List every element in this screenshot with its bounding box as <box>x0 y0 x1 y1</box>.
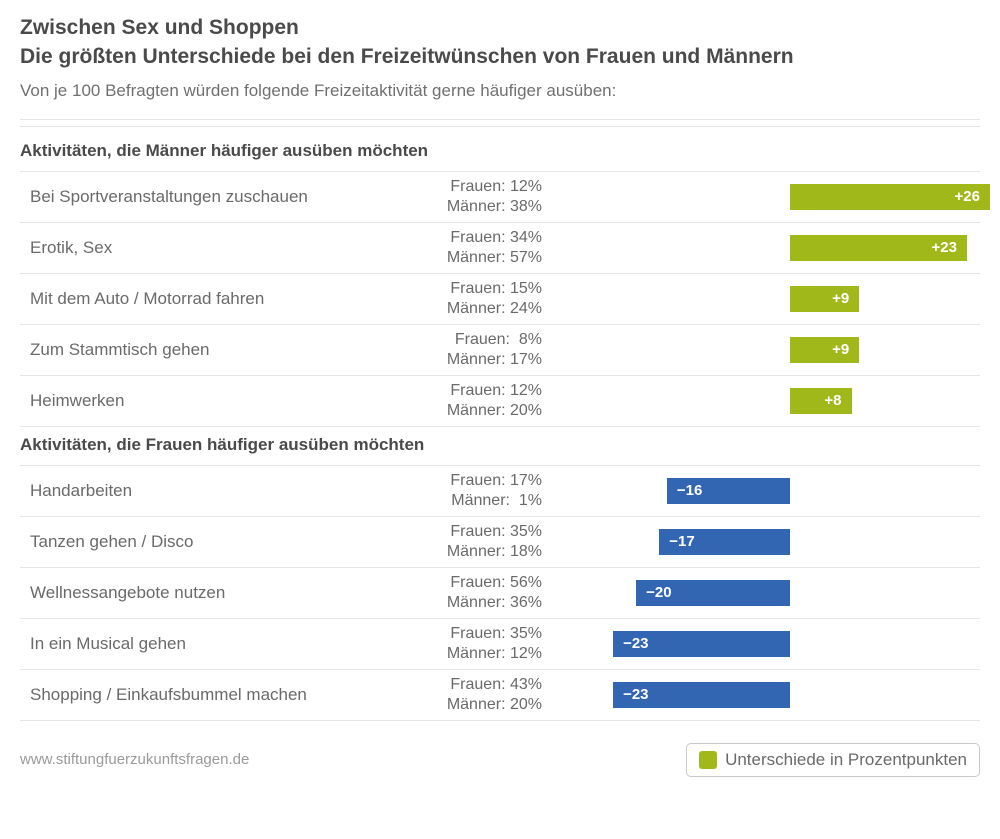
table-row: Bei Sportveranstaltungen zuschauenFrauen… <box>20 171 980 222</box>
activity-label: Erotik, Sex <box>20 238 350 258</box>
activity-label: Mit dem Auto / Motorrad fahren <box>20 289 350 309</box>
table-row: In ein Musical gehenFrauen: 35%Männer: 1… <box>20 618 980 669</box>
legend-swatch <box>699 751 717 769</box>
activity-label: Wellnessangebote nutzen <box>20 583 350 603</box>
table-row: HeimwerkenFrauen: 12%Männer: 20% +8 <box>20 375 980 426</box>
chart-subtitle: Die größten Unterschiede bei den Freizei… <box>20 43 980 70</box>
bar-cell: −17 <box>560 517 980 567</box>
activity-values: Frauen: 35%Männer: 12% <box>350 624 560 664</box>
diff-bar: +8 <box>790 388 852 414</box>
diff-bar: +26 <box>790 184 990 210</box>
legend: Unterschiede in Prozentpunkten <box>686 743 980 777</box>
table-row: Zum Stammtisch gehenFrauen: 8%Männer: 17… <box>20 324 980 375</box>
chart-intro: Von je 100 Befragten würden folgende Fre… <box>20 81 980 101</box>
chart-title: Zwischen Sex und Shoppen <box>20 14 980 41</box>
activity-values: Frauen: 17%Männer: 1% <box>350 471 560 511</box>
diff-bar: −16 <box>667 478 790 504</box>
activity-label: Tanzen gehen / Disco <box>20 532 350 552</box>
activity-label: Shopping / Einkaufsbummel machen <box>20 685 350 705</box>
table-row: HandarbeitenFrauen: 17%Männer: 1% −16 <box>20 465 980 516</box>
activity-label: Heimwerken <box>20 391 350 411</box>
legend-label: Unterschiede in Prozentpunkten <box>725 750 967 770</box>
table-row: Mit dem Auto / Motorrad fahrenFrauen: 15… <box>20 273 980 324</box>
activity-label: Zum Stammtisch gehen <box>20 340 350 360</box>
diff-bar: −17 <box>659 529 790 555</box>
activity-values: Frauen: 34%Männer: 57% <box>350 228 560 268</box>
diff-bar: +9 <box>790 286 859 312</box>
bar-cell: −23 <box>560 670 980 720</box>
source-link: www.stiftungfuerzukunftsfragen.de <box>20 751 249 768</box>
bar-cell: +26 <box>560 172 980 222</box>
diff-bar: −23 <box>613 631 790 657</box>
activity-values: Frauen: 12%Männer: 38% <box>350 177 560 217</box>
activity-values: Frauen: 15%Männer: 24% <box>350 279 560 319</box>
activity-values: Frauen: 43%Männer: 20% <box>350 675 560 715</box>
chart-body: Aktivitäten, die Männer häufiger ausüben… <box>20 133 980 721</box>
table-row: Tanzen gehen / DiscoFrauen: 35%Männer: 1… <box>20 516 980 567</box>
activity-values: Frauen: 12%Männer: 20% <box>350 381 560 421</box>
section-heading: Aktivitäten, die Männer häufiger ausüben… <box>20 133 980 171</box>
activity-values: Frauen: 8%Männer: 17% <box>350 330 560 370</box>
divider <box>20 119 980 127</box>
bar-cell: +23 <box>560 223 980 273</box>
bar-cell: −23 <box>560 619 980 669</box>
diff-bar: −20 <box>636 580 790 606</box>
section-heading: Aktivitäten, die Frauen häufiger ausüben… <box>20 427 980 465</box>
activity-label: Bei Sportveranstaltungen zuschauen <box>20 187 350 207</box>
bar-cell: +8 <box>560 376 980 426</box>
activity-values: Frauen: 35%Männer: 18% <box>350 522 560 562</box>
bar-cell: +9 <box>560 325 980 375</box>
activity-values: Frauen: 56%Männer: 36% <box>350 573 560 613</box>
activity-label: In ein Musical gehen <box>20 634 350 654</box>
diff-bar: +9 <box>790 337 859 363</box>
diff-bar: +23 <box>790 235 967 261</box>
diff-bar: −23 <box>613 682 790 708</box>
table-row: Shopping / Einkaufsbummel machenFrauen: … <box>20 669 980 720</box>
bar-cell: +9 <box>560 274 980 324</box>
table-row: Erotik, SexFrauen: 34%Männer: 57% +23 <box>20 222 980 273</box>
activity-label: Handarbeiten <box>20 481 350 501</box>
bar-cell: −20 <box>560 568 980 618</box>
table-row: Wellnessangebote nutzenFrauen: 56%Männer… <box>20 567 980 618</box>
bar-cell: −16 <box>560 466 980 516</box>
